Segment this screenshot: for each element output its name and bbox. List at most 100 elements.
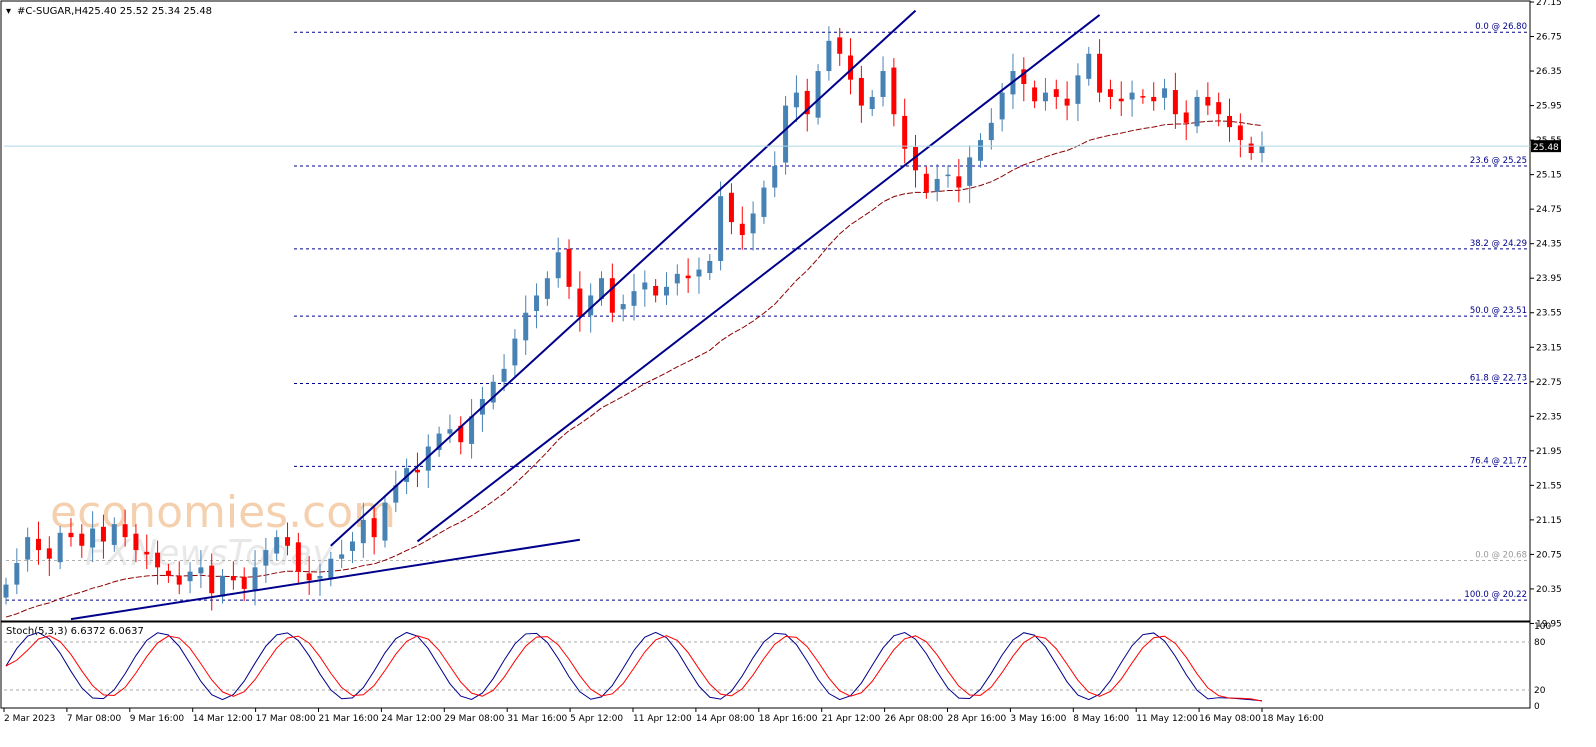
lower-channel: [416, 14, 1101, 543]
trend-channels[interactable]: [70, 9, 1101, 621]
candle-body: [447, 429, 453, 434]
y-tick-label: 22.75: [1536, 378, 1562, 388]
candle-body: [79, 533, 85, 546]
fib-label: 76.4 @ 21.77: [1470, 456, 1527, 466]
candle-body: [469, 416, 475, 444]
candle-body: [934, 178, 940, 192]
x-tick-label: 17 Mar 08:00: [256, 714, 316, 724]
y-tick-label: 25.95: [1536, 102, 1562, 112]
candle-body: [35, 538, 41, 551]
candle-body: [3, 584, 9, 598]
candle-body: [1162, 88, 1168, 98]
candle-body: [1053, 89, 1059, 97]
candle-body: [967, 157, 973, 186]
candle-body: [263, 550, 269, 566]
candle-body: [1032, 87, 1038, 102]
candle-body: [339, 554, 345, 559]
fib-label: 0.0 @ 20.68: [1475, 550, 1527, 560]
candle-body: [57, 532, 63, 563]
candle-body: [360, 519, 366, 544]
candle-body: [945, 174, 951, 177]
y-tick-label: 21.15: [1536, 516, 1562, 526]
x-tick-label: 14 Mar 12:00: [193, 714, 253, 724]
stoch-tick-label: 0: [1534, 702, 1540, 712]
x-tick-label: 21 Apr 12:00: [822, 714, 881, 724]
candle-body: [642, 282, 648, 290]
candle-body: [458, 425, 464, 443]
candle-body: [295, 542, 301, 572]
symbol-label: #C-SUGAR,H4: [17, 6, 88, 17]
candle-body: [956, 176, 962, 188]
candle-body: [1118, 98, 1124, 102]
candle-body: [1140, 96, 1146, 98]
candle-body: [869, 96, 875, 110]
candle-body: [1097, 53, 1103, 93]
candle-body: [793, 92, 799, 108]
candlesticks: [3, 26, 1265, 611]
y-tick-label: 21.95: [1536, 447, 1562, 457]
candle-body: [404, 468, 410, 482]
candle-body: [653, 285, 659, 296]
candle-body: [588, 295, 594, 316]
x-tick-label: 26 Apr 08:00: [885, 714, 944, 724]
candle-body: [1042, 92, 1048, 102]
x-tick-label: 18 Apr 16:00: [759, 714, 818, 724]
candle-body: [750, 213, 756, 234]
candle-body: [306, 573, 312, 581]
fib-label: 61.8 @ 22.73: [1470, 374, 1527, 384]
candle-body: [328, 558, 334, 580]
candle-body: [187, 571, 193, 582]
x-tick-label: 16 May 08:00: [1199, 714, 1261, 724]
candle-body: [837, 37, 843, 54]
x-tick-label: 18 May 16:00: [1262, 714, 1324, 724]
candle-body: [674, 273, 680, 284]
candle-body: [815, 71, 821, 118]
support-line: [70, 538, 581, 621]
candle-body: [414, 469, 420, 473]
candle-body: [880, 71, 886, 97]
candle-body: [1237, 125, 1243, 141]
y-tick-label: 23.95: [1536, 274, 1562, 284]
price-axis: 27.1526.7526.3525.9525.5525.1524.7524.35…: [4, 0, 1562, 629]
candle-body: [1064, 98, 1070, 106]
candle-body: [783, 105, 789, 163]
x-tick-label: 11 May 12:00: [1136, 714, 1198, 724]
candle-body: [1021, 69, 1027, 84]
candle-body: [198, 567, 204, 574]
candle-body: [891, 67, 897, 115]
candle-body: [393, 485, 399, 503]
ma-line: [5, 120, 1263, 618]
stoch-signal-line: [5, 635, 1263, 702]
candle-body: [988, 122, 994, 141]
candle-body: [90, 528, 96, 548]
stoch-label: Stoch(5,3,3) 6.6372 6.0637: [6, 626, 144, 637]
fib-levels: 0.0 @ 26.80 23.6 @ 25.25 38.2 @ 24.29 50.0 …: [6, 22, 1530, 601]
y-tick-label: 21.55: [1536, 481, 1562, 491]
time-axis: 2 Mar 2023 7 Mar 08:00 9 Mar 16:00 14 Mar 1…: [3, 708, 1324, 724]
candle-body: [1183, 112, 1189, 123]
fib-label: 23.6 @ 25.25: [1470, 156, 1527, 166]
fib-label: 38.2 @ 24.29: [1470, 239, 1527, 249]
candle-body: [144, 551, 150, 555]
candle-body: [425, 446, 431, 471]
candle-body: [718, 196, 724, 261]
candle-body: [122, 524, 128, 538]
y-tick-label: 25.15: [1536, 171, 1562, 181]
candle-body: [285, 537, 291, 546]
svg-text:▾: ▾: [6, 6, 11, 17]
watermark-economies: economies.com: [50, 487, 396, 538]
candle-body: [761, 187, 767, 217]
x-tick-label: 24 Mar 12:00: [381, 714, 441, 724]
candle-body: [577, 288, 583, 318]
x-tick-label: 28 Apr 16:00: [948, 714, 1007, 724]
candle-body: [1172, 90, 1178, 115]
candle-body: [772, 165, 778, 188]
candle-body: [501, 368, 507, 382]
candle-body: [555, 252, 561, 279]
candle-body: [609, 278, 615, 313]
candle-body: [977, 140, 983, 161]
stoch-tick-label: 80: [1534, 638, 1546, 648]
x-tick-label: 9 Mar 16:00: [130, 714, 185, 724]
